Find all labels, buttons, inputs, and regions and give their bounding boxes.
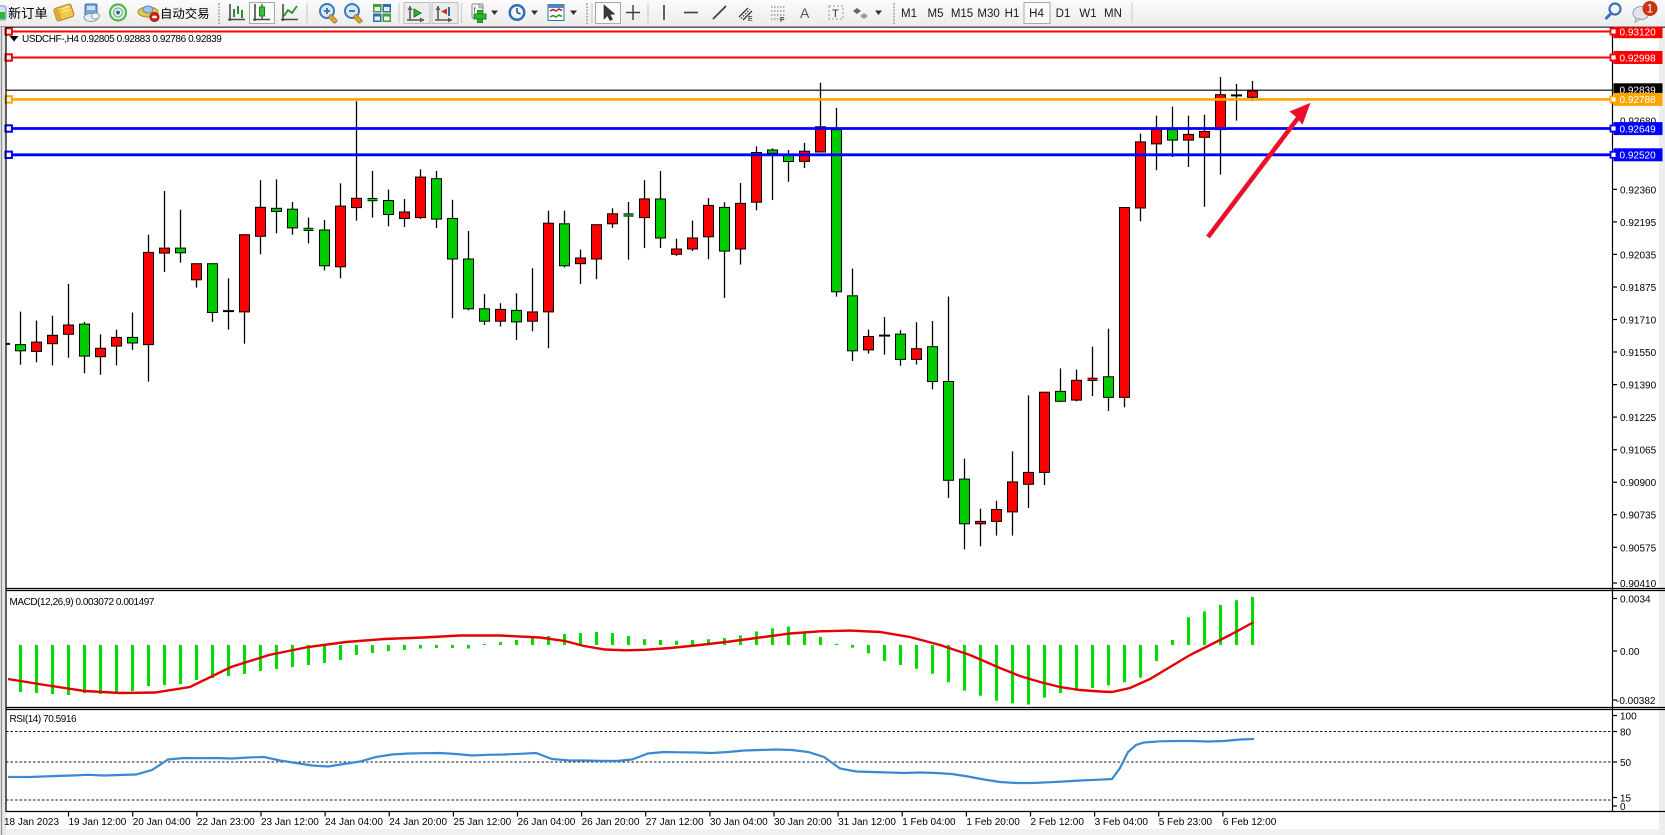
svg-text:0.00: 0.00 xyxy=(1620,647,1640,658)
svg-text:0.92839: 0.92839 xyxy=(1620,86,1657,97)
svg-text:5 Feb 23:00: 5 Feb 23:00 xyxy=(1159,817,1213,828)
svg-text:MN: MN xyxy=(1104,8,1122,20)
svg-text:T: T xyxy=(832,8,839,20)
svg-text:A: A xyxy=(800,5,810,21)
svg-text:0.91225: 0.91225 xyxy=(1620,413,1657,424)
svg-text:0.92998: 0.92998 xyxy=(1620,53,1657,64)
svg-text:0.92680: 0.92680 xyxy=(1620,117,1657,128)
svg-text:E: E xyxy=(748,16,753,23)
svg-text:1 Feb 20:00: 1 Feb 20:00 xyxy=(966,817,1020,828)
svg-text:D1: D1 xyxy=(1056,8,1071,20)
svg-text:f: f xyxy=(474,6,477,15)
svg-text:24 Jan 20:00: 24 Jan 20:00 xyxy=(389,817,447,828)
svg-text:20 Jan 04:00: 20 Jan 04:00 xyxy=(133,817,191,828)
svg-text:MACD(12,26,9) 0.003072 0.00149: MACD(12,26,9) 0.003072 0.001497 xyxy=(10,597,155,608)
svg-text:15: 15 xyxy=(1620,794,1632,805)
svg-text:RSI(14) 70.5916: RSI(14) 70.5916 xyxy=(10,714,78,725)
svg-text:W1: W1 xyxy=(1079,8,1096,20)
svg-text:M5: M5 xyxy=(928,8,944,20)
svg-text:2 Feb 12:00: 2 Feb 12:00 xyxy=(1031,817,1085,828)
svg-text:-0.00382: -0.00382 xyxy=(1616,696,1656,707)
svg-text:0.90735: 0.90735 xyxy=(1620,511,1657,522)
svg-text:23 Jan 12:00: 23 Jan 12:00 xyxy=(261,817,319,828)
svg-text:0.91390: 0.91390 xyxy=(1620,381,1657,392)
svg-text:0.92649: 0.92649 xyxy=(1620,124,1657,135)
svg-text:6 Feb 12:00: 6 Feb 12:00 xyxy=(1223,817,1277,828)
svg-text:0.90410: 0.90410 xyxy=(1620,579,1657,590)
svg-text:F: F xyxy=(780,17,784,24)
svg-text:0: 0 xyxy=(1620,802,1626,813)
svg-text:0.92035: 0.92035 xyxy=(1620,250,1657,261)
svg-text:0.91710: 0.91710 xyxy=(1620,316,1657,327)
svg-text:1 Feb 04:00: 1 Feb 04:00 xyxy=(902,817,956,828)
svg-text:80: 80 xyxy=(1620,728,1632,739)
svg-text:0.0034: 0.0034 xyxy=(1620,595,1651,606)
svg-text:0.92360: 0.92360 xyxy=(1620,185,1657,196)
svg-text:0.90575: 0.90575 xyxy=(1620,543,1657,554)
svg-text:31 Jan 12:00: 31 Jan 12:00 xyxy=(838,817,896,828)
svg-text:0.91550: 0.91550 xyxy=(1620,348,1657,359)
svg-text:M30: M30 xyxy=(977,8,999,20)
svg-text:0.91065: 0.91065 xyxy=(1620,446,1657,457)
svg-text:30 Jan 20:00: 30 Jan 20:00 xyxy=(774,817,832,828)
svg-text:22 Jan 23:00: 22 Jan 23:00 xyxy=(197,817,255,828)
svg-text:0.92788: 0.92788 xyxy=(1620,95,1657,106)
svg-text:M1: M1 xyxy=(901,8,917,20)
svg-text:26 Jan 04:00: 26 Jan 04:00 xyxy=(518,817,576,828)
svg-text:30 Jan 04:00: 30 Jan 04:00 xyxy=(710,817,768,828)
svg-text:0.92195: 0.92195 xyxy=(1620,218,1657,229)
svg-text:USDCHF-,H4 0.92805 0.92883 0.: USDCHF-,H4 0.92805 0.92883 0.92786 0.928… xyxy=(22,34,222,45)
svg-text:0.91875: 0.91875 xyxy=(1620,283,1657,294)
svg-text:18 Jan 2023: 18 Jan 2023 xyxy=(4,817,59,828)
svg-text:1: 1 xyxy=(1647,4,1653,16)
svg-text:0.92520: 0.92520 xyxy=(1620,151,1657,162)
svg-text:50: 50 xyxy=(1620,758,1632,769)
svg-text:H4: H4 xyxy=(1029,8,1044,20)
svg-text:0.90900: 0.90900 xyxy=(1620,478,1657,489)
svg-text:27 Jan 12:00: 27 Jan 12:00 xyxy=(646,817,704,828)
svg-text:H1: H1 xyxy=(1005,8,1020,20)
svg-text:24 Jan 04:00: 24 Jan 04:00 xyxy=(325,817,383,828)
svg-text:0.93120: 0.93120 xyxy=(1620,28,1657,39)
svg-text:M15: M15 xyxy=(951,8,973,20)
svg-text:25 Jan 12:00: 25 Jan 12:00 xyxy=(453,817,511,828)
svg-text:19 Jan 12:00: 19 Jan 12:00 xyxy=(69,817,127,828)
svg-text:3 Feb 04:00: 3 Feb 04:00 xyxy=(1095,817,1149,828)
svg-text:100: 100 xyxy=(1620,712,1637,723)
svg-text:26 Jan 20:00: 26 Jan 20:00 xyxy=(582,817,640,828)
